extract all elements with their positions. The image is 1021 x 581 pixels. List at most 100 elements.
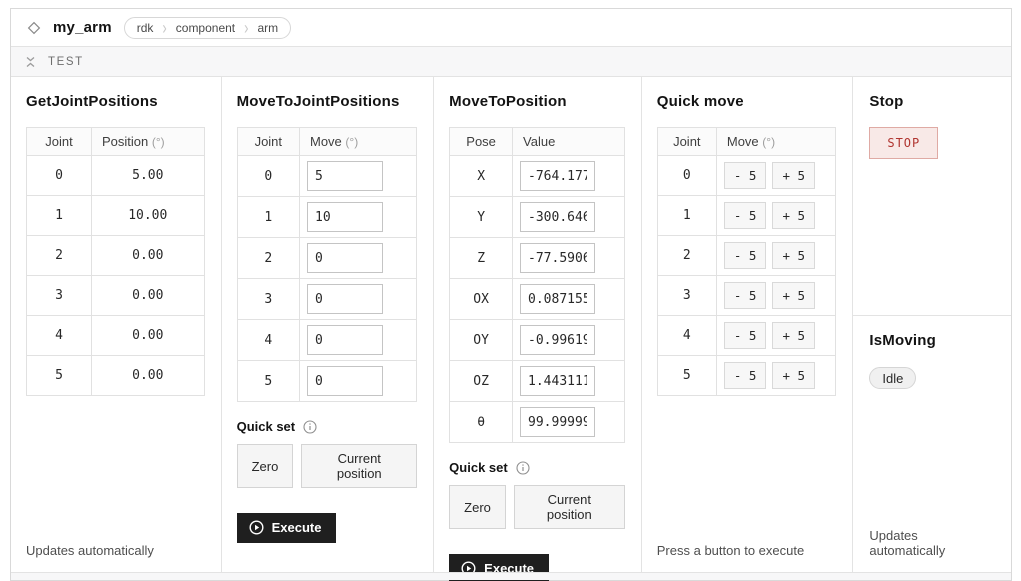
minus-5-button-0[interactable]: - 5 [723,162,767,189]
table-row: 3- 5 + 5 [656,275,837,316]
execute-button[interactable]: Execute [236,513,337,543]
plus-5-button-0[interactable]: + 5 [772,162,816,189]
component-title: my_arm [53,19,112,36]
pose-theta-label: θ [449,401,514,443]
collapse-icon[interactable] [25,56,36,68]
breadcrumb-rdk[interactable]: rdk [136,20,154,35]
pose-y-input[interactable] [520,202,596,232]
panel-stop-ismoving: Stop STOP IsMoving Idle Updates automati… [852,77,1011,572]
panel-title: Stop [869,93,904,110]
table-row: Y [449,196,625,238]
joint-index: 2 [26,235,92,276]
table-row: 2- 5 + 5 [656,235,837,276]
quick-move-note: Press a button to execute [656,543,805,558]
stop-button[interactable]: STOP [869,127,939,159]
pose-oy-input[interactable] [520,325,596,355]
section-stop: Stop STOP [853,77,1011,315]
table-row: 4 [236,319,418,361]
minus-5-button-2[interactable]: - 5 [723,242,767,269]
current-position-button[interactable]: Current position [301,444,418,488]
minus-5-button-5[interactable]: - 5 [723,362,767,389]
pose-label: Y [449,196,514,238]
breadcrumb-component[interactable]: component [175,20,236,35]
joint-index: 5 [656,355,717,396]
pose-ox-input[interactable] [520,284,596,314]
joint-move-input-1[interactable] [307,202,383,232]
table-row: Z [449,237,625,279]
info-icon[interactable] [516,460,530,475]
joint-index: 3 [236,278,301,320]
minus-5-button-1[interactable]: - 5 [723,202,767,229]
plus-5-button-3[interactable]: + 5 [772,282,816,309]
table-row: θ [449,401,625,443]
col-header-joint: Joint [656,127,717,156]
panel-title: MoveToJointPositions [236,93,400,110]
table-row: OZ [449,360,625,402]
table-row: 1 10.00 [26,195,205,236]
pose-label: Z [449,237,514,279]
pose-x-input[interactable] [520,161,596,191]
joint-position-value: 10.00 [90,195,205,236]
joint-index: 4 [26,315,92,356]
breadcrumb-arm[interactable]: arm [257,20,279,35]
zero-button[interactable]: Zero [236,444,294,488]
table-row: 0- 5 + 5 [656,155,837,196]
pose-z-input[interactable] [520,243,596,273]
joint-move-input-0[interactable] [307,161,383,191]
play-icon [249,520,264,535]
joint-move-input-4[interactable] [307,325,383,355]
joint-move-input-2[interactable] [307,243,383,273]
chevron-right-icon: › [244,17,249,38]
col-header-value: Value [512,127,625,156]
plus-5-button-5[interactable]: + 5 [772,362,816,389]
panel-quick-move: Quick move Joint Move (°) 0- 5 + 5 1- 5 + … [640,77,853,572]
panel-move-to-position: MoveToPosition Pose Value X Y Z OX OY OZ… [433,77,641,581]
joint-index: 5 [236,360,301,402]
current-position-button[interactable]: Current position [513,485,625,529]
minus-5-button-4[interactable]: - 5 [723,322,767,349]
table-row: OX [449,278,625,320]
panel-title: GetJointPositions [26,93,158,110]
table-row: 0 [236,155,418,197]
plus-5-button-1[interactable]: + 5 [772,202,816,229]
col-header-joint: Joint [26,127,92,156]
info-icon[interactable] [303,419,317,434]
zero-button[interactable]: Zero [449,485,506,529]
joint-move-input-3[interactable] [307,284,383,314]
panel-move-to-joint-positions: MoveToJointPositions Joint Move (°) 0 1 … [220,77,434,572]
joint-index: 0 [236,155,301,197]
joint-position-value: 0.00 [90,235,205,276]
move-joints-table: Joint Move (°) 0 1 2 3 4 5 [236,127,418,402]
minus-5-button-3[interactable]: - 5 [723,282,767,309]
joint-index: 0 [656,155,717,196]
execute-label: Execute [271,520,322,535]
test-section-label: TEST [48,55,84,68]
joint-move-input-5[interactable] [307,366,383,396]
joint-position-value: 0.00 [90,355,205,396]
table-row: 4 0.00 [26,315,205,356]
table-row: 0 5.00 [26,155,205,196]
pose-oz-input[interactable] [520,366,596,396]
joint-index: 2 [236,237,301,279]
pose-table: Pose Value X Y Z OX OY OZ θ [449,127,625,443]
next-section-bar[interactable] [11,572,1011,580]
pose-theta-input[interactable] [520,407,596,437]
auto-update-note: Updates automatically [869,528,946,558]
arm-component-icon [27,21,41,35]
col-header-position: Position (°) [90,127,205,156]
panel-title: MoveToPosition [449,93,567,110]
card-header: my_arm rdk › component › arm [11,9,1011,47]
pose-oz-label: OZ [449,360,514,402]
joint-position-value: 5.00 [90,155,205,196]
pose-ox-label: OX [449,278,514,320]
joint-index: 4 [236,319,301,361]
test-section-bar[interactable]: TEST [11,47,1011,77]
plus-5-button-4[interactable]: + 5 [772,322,816,349]
joint-index: 0 [26,155,92,196]
joint-index: 4 [656,315,717,356]
col-header-move: Move (°) [298,127,418,156]
plus-5-button-2[interactable]: + 5 [772,242,816,269]
table-row: OY [449,319,625,361]
quick-set-label: Quick set [236,419,296,434]
